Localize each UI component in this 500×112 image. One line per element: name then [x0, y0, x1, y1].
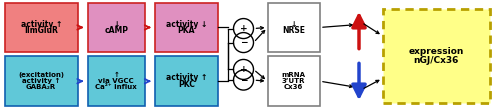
Text: Ca²⁺ influx: Ca²⁺ influx — [96, 84, 137, 90]
Text: PKC: PKC — [178, 80, 194, 89]
FancyBboxPatch shape — [88, 3, 145, 52]
Text: mRNA: mRNA — [282, 72, 306, 78]
FancyBboxPatch shape — [5, 3, 78, 52]
Text: expression: expression — [408, 47, 464, 56]
Text: cAMP: cAMP — [104, 26, 128, 35]
Text: nGJ/Cx36: nGJ/Cx36 — [414, 56, 459, 65]
Text: −: − — [240, 76, 247, 85]
Text: 3’UTR: 3’UTR — [282, 78, 306, 84]
FancyBboxPatch shape — [268, 3, 320, 52]
Text: +: + — [240, 65, 248, 74]
Text: −: − — [240, 38, 247, 47]
FancyBboxPatch shape — [268, 56, 320, 106]
FancyBboxPatch shape — [88, 56, 145, 106]
Text: NRSE: NRSE — [282, 26, 305, 35]
Text: PKA: PKA — [178, 26, 195, 35]
Text: +: + — [240, 24, 248, 33]
Text: activity ↑: activity ↑ — [20, 19, 62, 28]
FancyBboxPatch shape — [155, 3, 218, 52]
Text: via VGCC: via VGCC — [98, 78, 134, 84]
Text: ↓: ↓ — [290, 19, 297, 28]
Text: activity ↑: activity ↑ — [166, 73, 207, 82]
Text: ↓: ↓ — [113, 19, 119, 28]
Text: (excitation): (excitation) — [18, 72, 64, 78]
Text: activity ↓: activity ↓ — [166, 19, 207, 28]
FancyBboxPatch shape — [5, 56, 78, 106]
Text: IImGluR: IImGluR — [24, 26, 58, 35]
Text: Cx36: Cx36 — [284, 84, 304, 90]
Text: activity ↑: activity ↑ — [22, 78, 60, 84]
Text: ↑: ↑ — [114, 72, 119, 78]
Text: GABA₂R: GABA₂R — [26, 84, 56, 90]
FancyBboxPatch shape — [382, 9, 490, 103]
FancyBboxPatch shape — [155, 56, 218, 106]
